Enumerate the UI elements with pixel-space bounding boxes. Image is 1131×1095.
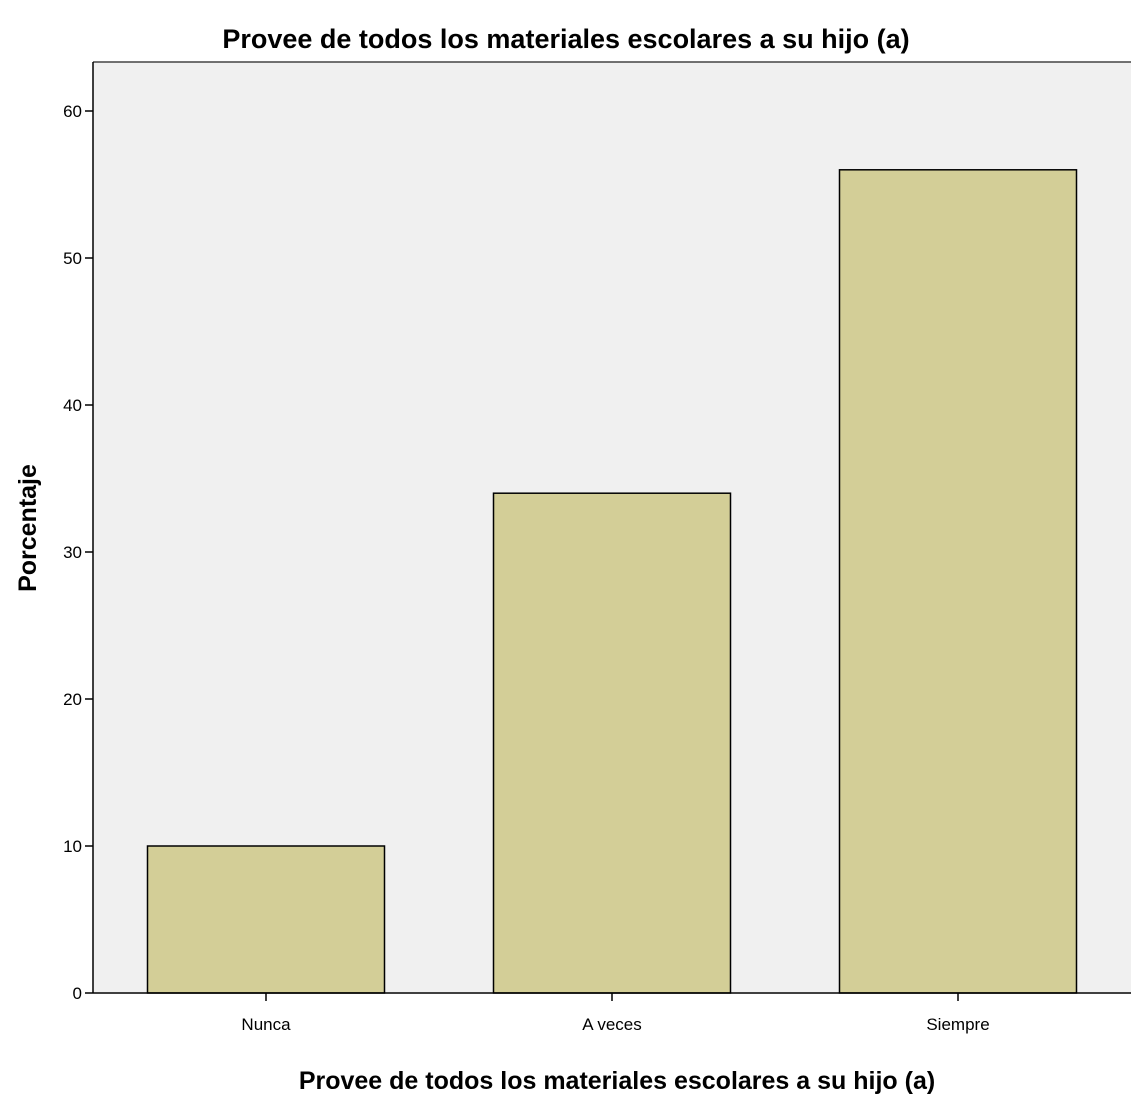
y-tick-label: 30 — [63, 543, 82, 562]
bar-nunca — [146, 845, 386, 994]
x-tick-label: Nunca — [241, 1015, 291, 1034]
y-tick-label: 10 — [63, 837, 82, 856]
x-tick-label: A veces — [582, 1015, 642, 1034]
bar-a-veces — [492, 492, 732, 994]
y-tick-label: 20 — [63, 690, 82, 709]
y-tick-label: 50 — [63, 249, 82, 268]
y-tick-label: 0 — [73, 984, 82, 1003]
y-tick-label: 60 — [63, 102, 82, 121]
bar-siempre — [838, 169, 1078, 994]
y-axis-title: Porcentaje — [14, 464, 42, 592]
x-axis-ticks: Nunca A veces Siempre — [241, 993, 990, 1034]
chart-title: Provee de todos los materiales escolares… — [222, 24, 909, 54]
y-tick-label: 40 — [63, 396, 82, 415]
x-axis-title: Provee de todos los materiales escolares… — [299, 1067, 935, 1095]
x-tick-label: Siempre — [926, 1015, 989, 1034]
y-axis-ticks: 0 10 20 30 40 50 60 — [63, 102, 93, 1003]
